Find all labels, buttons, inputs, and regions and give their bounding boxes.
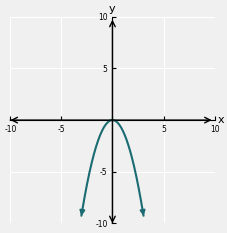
Text: x: x [217,115,223,125]
Text: y: y [109,4,115,14]
